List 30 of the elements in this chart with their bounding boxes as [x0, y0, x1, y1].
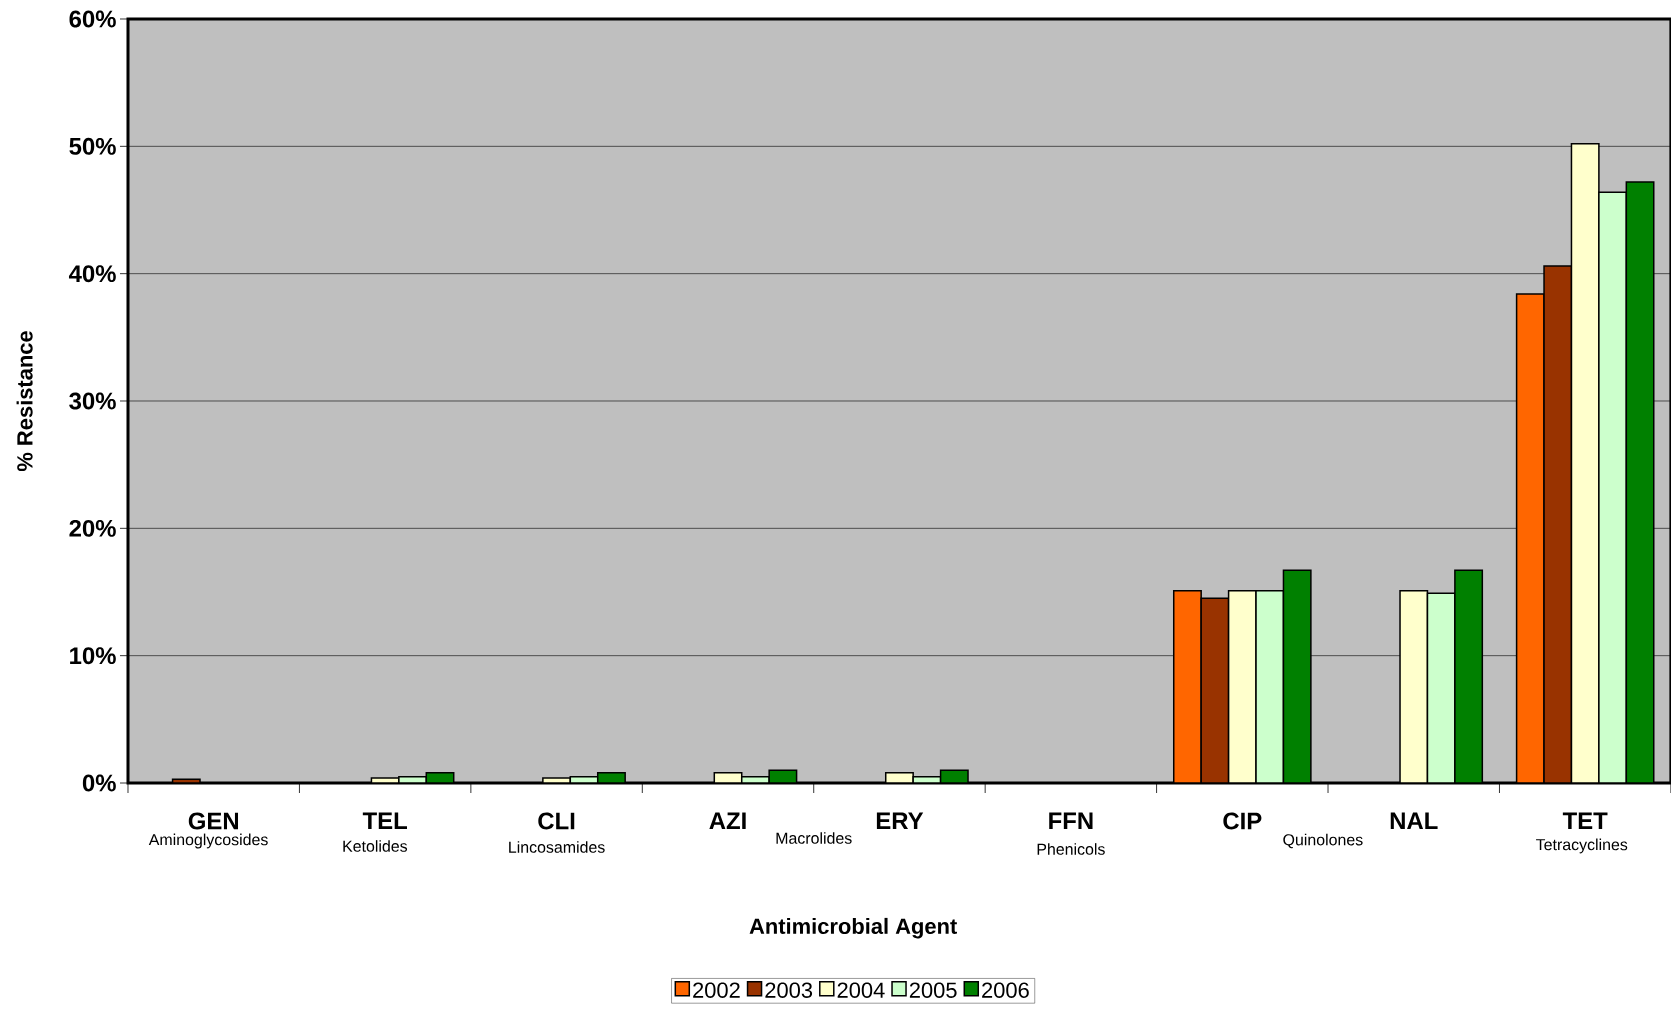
y-tick-label: 30%: [69, 392, 116, 410]
y-axis-title: % Resistance: [16, 331, 33, 472]
x-tick-label: ERY: [876, 812, 924, 829]
text: Quinolones: [1283, 833, 1363, 849]
x-tick-label: CLI: [538, 812, 575, 830]
x-tick-label: TEL: [362, 812, 407, 829]
x-tick-label: NAL: [1390, 812, 1438, 829]
legend-label: 2003: [765, 982, 813, 998]
legend-label: 2004: [837, 982, 885, 998]
x-tick-label: CIP: [1223, 812, 1262, 830]
y-tick-label: 50%: [69, 137, 116, 155]
text: Lincosamides: [509, 841, 605, 853]
x-tick-label: GEN: [188, 812, 239, 830]
legend-label: 2005: [909, 982, 957, 998]
legend-label: 2006: [982, 982, 1029, 998]
y-tick-label: 10%: [70, 647, 116, 665]
text: Aminoglycosides: [148, 833, 268, 849]
x-axis-title: Antimicrobial Agent: [749, 917, 957, 939]
text: Ketolides: [343, 840, 408, 852]
y-tick-label: 40%: [68, 265, 116, 283]
x-tick-label: FFN: [1049, 812, 1093, 829]
text: Tetracyclines: [1536, 838, 1628, 854]
y-tick-label: 60%: [69, 10, 116, 28]
y-tick-label: 0%: [82, 774, 116, 792]
legend-label: 2002: [693, 982, 740, 998]
x-tick-label: TET: [1562, 812, 1608, 829]
text: Phenicols: [1037, 843, 1105, 855]
x-tick-label: AZI: [709, 812, 746, 829]
y-tick-label: 20%: [69, 519, 116, 537]
text: Macrolides: [776, 832, 852, 844]
